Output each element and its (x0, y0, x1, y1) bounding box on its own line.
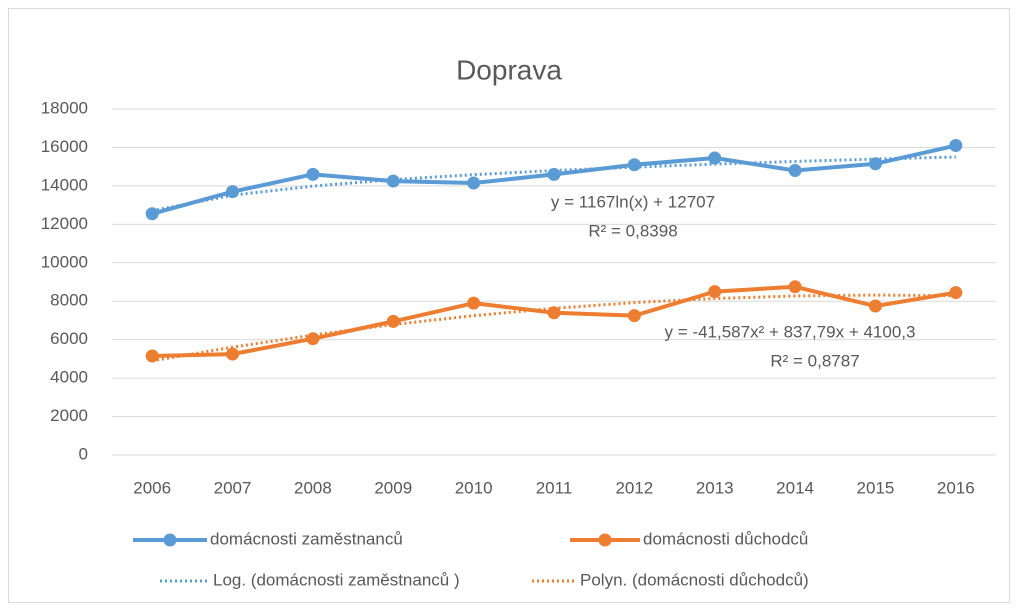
point-marker (627, 158, 641, 172)
y-tick-label: 16000 (41, 137, 88, 156)
point-marker (547, 306, 561, 320)
point-marker (868, 157, 882, 171)
point-marker (306, 332, 320, 346)
point-marker (226, 185, 240, 199)
point-marker (627, 309, 641, 323)
legend-label: Polyn. (domácnosti důchodců) (580, 570, 809, 589)
point-marker (467, 176, 481, 190)
legend-marker (163, 533, 177, 547)
x-tick-label: 2010 (455, 478, 493, 497)
point-marker (145, 349, 159, 363)
x-tick-label: 2013 (696, 478, 734, 497)
trend-equation: y = 1167ln(x) + 12707 (551, 192, 715, 211)
point-marker (868, 299, 882, 313)
legend-label: Log. (domácnosti zaměstnanců ) (213, 570, 460, 589)
point-marker (708, 151, 722, 165)
point-marker (386, 314, 400, 328)
x-tick-label: 2012 (615, 478, 653, 497)
trend-equation: y = -41,587x² + 837,79x + 4100,3 (665, 322, 916, 341)
point-marker (467, 296, 481, 310)
point-marker (547, 167, 561, 181)
y-tick-label: 18000 (41, 98, 88, 117)
legend-label: domácnosti důchodců (643, 529, 808, 548)
y-tick-label: 14000 (41, 175, 88, 194)
x-tick-label: 2006 (133, 478, 171, 497)
y-tick-label: 6000 (50, 329, 88, 348)
y-tick-label: 12000 (41, 214, 88, 233)
y-tick-label: 10000 (41, 252, 88, 271)
trend-equation: R² = 0,8398 (588, 221, 677, 240)
chart-title: Doprava (456, 54, 562, 85)
x-tick-label: 2011 (536, 478, 573, 497)
x-tick-label: 2016 (937, 478, 975, 497)
y-tick-label: 2000 (50, 406, 88, 425)
point-marker (788, 280, 802, 294)
point-marker (708, 285, 722, 299)
point-marker (788, 164, 802, 178)
trend-equation: R² = 0,8787 (770, 351, 859, 370)
point-marker (306, 167, 320, 181)
x-tick-label: 2009 (374, 478, 412, 497)
trend-line (151, 155, 956, 213)
point-marker (949, 139, 963, 153)
point-marker (145, 207, 159, 221)
y-tick-label: 4000 (50, 368, 88, 387)
point-marker (949, 286, 963, 300)
x-tick-label: 2008 (294, 478, 332, 497)
legend-marker (598, 533, 612, 547)
x-tick-label: 2007 (214, 478, 252, 497)
x-tick-label: 2014 (776, 478, 814, 497)
x-tick-label: 2015 (857, 478, 895, 497)
legend-label: domácnosti zaměstnanců (210, 529, 403, 548)
y-tick-label: 0 (79, 444, 88, 463)
point-marker (386, 174, 400, 188)
y-tick-label: 8000 (50, 291, 88, 310)
point-marker (226, 347, 240, 361)
